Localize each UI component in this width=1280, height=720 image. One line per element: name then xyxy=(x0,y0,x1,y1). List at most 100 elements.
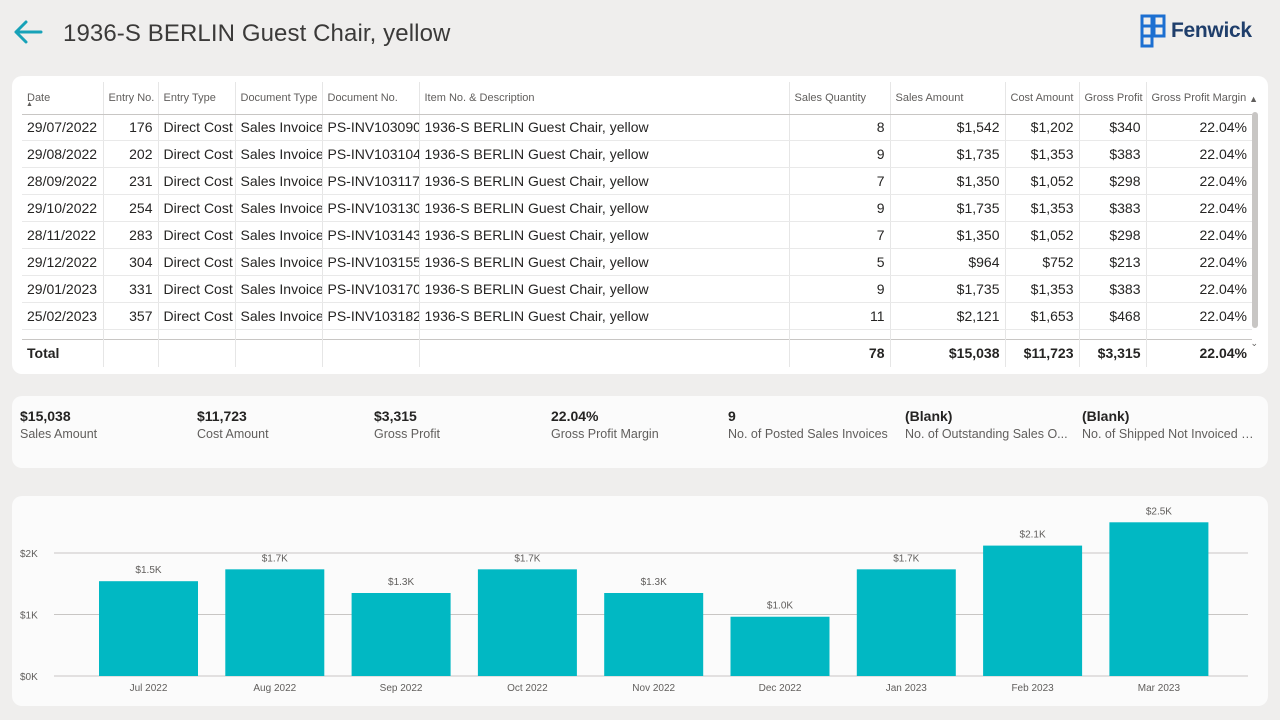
cell-cost-amount: $1,052 xyxy=(1005,221,1080,249)
cell-item-description: 1936-S BERLIN Guest Chair, yellow xyxy=(419,221,790,249)
chart-bar[interactable] xyxy=(225,569,325,676)
table-row[interactable]: 29/08/2022 202 Direct Cost Sales Invoice PS-… xyxy=(22,140,1252,169)
cell-sales-quantity: 11 xyxy=(789,302,891,330)
kpi-shipped-not-invoiced[interactable]: (Blank) No. of Shipped Not Invoiced Sa..… xyxy=(1082,408,1254,441)
chart-bar[interactable] xyxy=(1109,522,1209,676)
cell-item-description: 1936-S BERLIN Guest Chair, yellow xyxy=(419,194,790,223)
cell-sales-amount: $964 xyxy=(890,248,1006,276)
table-row[interactable]: 29/12/2022 304 Direct Cost Sales Invoice PS-… xyxy=(22,248,1252,276)
cell-sales-amount: $1,350 xyxy=(890,221,1006,249)
column-header-cost-amount[interactable]: Cost Amount xyxy=(1005,82,1080,115)
cell-entry-type: Direct Cost xyxy=(158,221,236,249)
sort-ascending-icon: ▲ xyxy=(26,100,33,108)
cell-entry-type: Direct Cost xyxy=(158,114,236,142)
table-row[interactable]: 25/02/2023 357 Direct Cost Sales Invoice PS-… xyxy=(22,302,1252,330)
bar-data-label: $1.7K xyxy=(262,553,288,564)
cell-cost-amount: $1,653 xyxy=(1005,302,1080,330)
table-row[interactable]: 29/01/2023 331 Direct Cost Sales Invoice PS-… xyxy=(22,275,1252,303)
column-header-item-description[interactable]: Item No. & Description xyxy=(419,82,790,115)
chart-bar[interactable] xyxy=(99,581,198,676)
column-header-entry-no[interactable]: Entry No. xyxy=(103,82,159,115)
bar-data-label: $1.0K xyxy=(767,601,793,612)
chart-bar[interactable] xyxy=(730,616,830,676)
bar-data-label: $1.5K xyxy=(135,565,161,576)
cell-sales-quantity: 5 xyxy=(789,248,891,276)
cell-gross-profit-margin: 22.04% xyxy=(1146,140,1252,169)
column-header-gross-profit[interactable]: Gross Profit xyxy=(1079,82,1147,115)
cell-gross-profit-margin: 22.04% xyxy=(1146,221,1252,249)
total-gross-profit: $3,315 xyxy=(1079,338,1147,368)
cell-gross-profit: $298 xyxy=(1079,167,1147,196)
column-header-entry-type[interactable]: Entry Type xyxy=(158,82,236,115)
kpi-outstanding-sales-orders[interactable]: (Blank) No. of Outstanding Sales O... xyxy=(905,408,1077,441)
back-arrow-icon[interactable] xyxy=(12,18,44,46)
table-row-partial xyxy=(22,329,1252,340)
cell-document-no: PS-INV103182 xyxy=(322,302,420,330)
bar-data-label: $1.3K xyxy=(388,577,414,588)
cell-date: 29/08/2022 xyxy=(22,140,104,169)
kpi-gross-profit-margin[interactable]: 22.04% Gross Profit Margin xyxy=(551,408,723,441)
bar-data-label: $1.3K xyxy=(641,577,667,588)
chevron-up-icon[interactable]: ▲ xyxy=(1249,94,1258,104)
column-header-sales-amount[interactable]: Sales Amount xyxy=(890,82,1006,115)
page-title: 1936-S BERLIN Guest Chair, yellow xyxy=(63,20,451,47)
kpi-gross-profit[interactable]: $3,315 Gross Profit xyxy=(374,408,546,441)
table-row[interactable]: 28/11/2022 283 Direct Cost Sales Invoice PS-… xyxy=(22,221,1252,249)
cell-entry-no: 331 xyxy=(103,275,159,303)
cell-document-type: Sales Invoice xyxy=(235,114,323,142)
column-header-gross-profit-margin[interactable]: Gross Profit Margin xyxy=(1146,82,1252,115)
kpi-label: No. of Posted Sales Invoices xyxy=(728,427,888,441)
cell-sales-quantity: 9 xyxy=(789,194,891,223)
kpi-label: Cost Amount xyxy=(197,427,269,441)
kpi-label: No. of Outstanding Sales O... xyxy=(905,427,1068,441)
x-tick-label: Feb 2023 xyxy=(1011,683,1054,694)
column-header-date[interactable]: Date ▲ xyxy=(22,82,104,115)
cell-document-no: PS-INV103104 xyxy=(322,140,420,169)
fenwick-logo-icon xyxy=(1140,14,1166,48)
cell-document-type: Sales Invoice xyxy=(235,275,323,303)
column-header-document-no[interactable]: Document No. xyxy=(322,82,420,115)
chevron-down-icon[interactable]: ⌄ xyxy=(1250,338,1258,348)
chart-bar[interactable] xyxy=(983,545,1083,676)
chart-bar[interactable] xyxy=(477,569,577,676)
chart-bar[interactable] xyxy=(604,593,704,676)
cell-cost-amount: $1,353 xyxy=(1005,275,1080,303)
kpi-value: $3,315 xyxy=(374,408,417,424)
x-tick-label: Sep 2022 xyxy=(380,683,423,694)
table-row[interactable]: 29/10/2022 254 Direct Cost Sales Invoice PS-… xyxy=(22,194,1252,223)
table-header-row: Date ▲ Entry No. Entry Type Document Type… xyxy=(22,82,1252,115)
cell-entry-type: Direct Cost xyxy=(158,194,236,223)
cell-entry-type: Direct Cost xyxy=(158,275,236,303)
cell-gross-profit: $383 xyxy=(1079,140,1147,169)
kpi-sales-amount[interactable]: $15,038 Sales Amount xyxy=(20,408,192,441)
chart-bar[interactable] xyxy=(351,593,451,676)
cell-item-description: 1936-S BERLIN Guest Chair, yellow xyxy=(419,302,790,330)
cell-date: 25/02/2023 xyxy=(22,302,104,330)
table-total-row: Total 78 $15,038 $11,723 $3,315 22.04% xyxy=(22,338,1252,368)
chart-bar[interactable] xyxy=(856,569,956,676)
table-row[interactable]: 29/07/2022 176 Direct Cost Sales Invoice PS-… xyxy=(22,114,1252,142)
column-header-document-type[interactable]: Document Type xyxy=(235,82,323,115)
scrollbar-thumb[interactable] xyxy=(1252,112,1258,328)
bar-data-label: $2.1K xyxy=(1020,530,1046,541)
table-row[interactable]: 28/09/2022 231 Direct Cost Sales Invoice PS-… xyxy=(22,167,1252,196)
kpi-posted-sales-invoices[interactable]: 9 No. of Posted Sales Invoices xyxy=(728,408,900,441)
kpi-value: 22.04% xyxy=(551,408,599,424)
cell-document-type: Sales Invoice xyxy=(235,140,323,169)
cell-document-no: PS-INV103143 xyxy=(322,221,420,249)
cell-entry-type: Direct Cost xyxy=(158,140,236,169)
cell-document-no: PS-INV103117 xyxy=(322,167,420,196)
table-scrollbar[interactable] xyxy=(1251,112,1258,334)
column-header-label: Date xyxy=(27,91,51,104)
cell-cost-amount: $1,202 xyxy=(1005,114,1080,142)
total-gross-profit-margin: 22.04% xyxy=(1146,338,1252,368)
bar-data-label: $1.7K xyxy=(514,553,540,564)
brand-name: Fenwick xyxy=(1171,19,1252,42)
x-tick-label: Nov 2022 xyxy=(632,683,675,694)
ledger-table-card: Date ▲ Entry No. Entry Type Document Type… xyxy=(12,76,1268,374)
total-sales-quantity: 78 xyxy=(789,338,891,368)
cell-sales-amount: $1,735 xyxy=(890,140,1006,169)
column-header-sales-quantity[interactable]: Sales Quantity xyxy=(789,82,891,115)
kpi-cost-amount[interactable]: $11,723 Cost Amount xyxy=(197,408,369,441)
cell-gross-profit-margin: 22.04% xyxy=(1146,302,1252,330)
